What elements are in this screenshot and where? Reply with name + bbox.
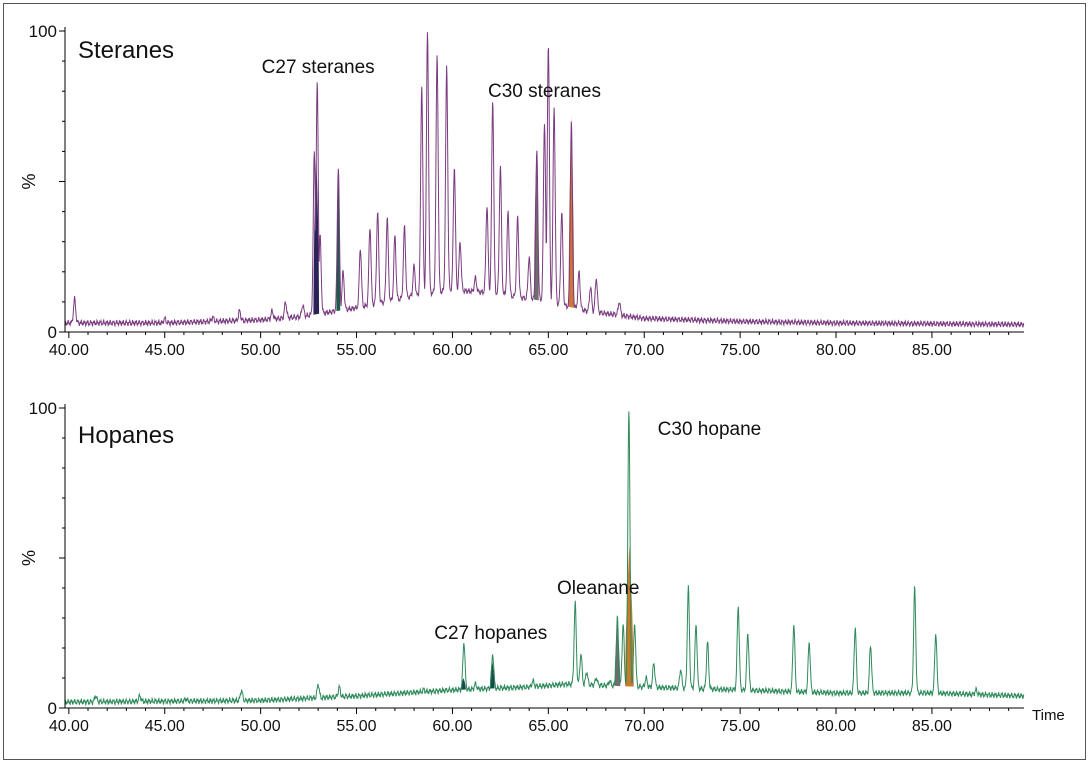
hopanes-annotation-2: C30 hopane (658, 419, 762, 440)
highlight-area-steranes-0 (313, 151, 320, 315)
hopanes-trace-line (64, 411, 1025, 707)
hopanes-x-tick-label: 65.00 (528, 718, 568, 735)
hopanes-x-tick-label: 80.00 (816, 718, 856, 735)
hopanes-y-tick-label-100: 100 (29, 399, 57, 418)
hopanes-x-tick-label: 75.00 (720, 718, 760, 735)
highlight-area-hopanes-0 (461, 678, 466, 690)
steranes-panel-title: Steranes (78, 37, 174, 64)
hopanes-panel-title: Hopanes (78, 422, 174, 449)
hopanes-x-tick-label: 85.00 (912, 718, 952, 735)
steranes-annotation-1: C30 steranes (488, 81, 601, 102)
steranes-trace-line (64, 32, 1025, 329)
steranes-y-tick-label-100: 100 (29, 22, 57, 41)
steranes-x-tick-label: 80.00 (816, 342, 856, 359)
hopanes-x-tick-label: 70.00 (624, 718, 664, 735)
hopanes-annotation-0: C27 hopanes (434, 623, 547, 644)
hopanes-x-axis-label: Time (1032, 707, 1065, 724)
highlight-area-steranes-1 (336, 166, 341, 312)
steranes-y-axis-label: % (19, 173, 39, 189)
hopanes-y-tick-label-0: 0 (48, 699, 57, 718)
steranes-x-tick-label: 40.00 (49, 342, 89, 359)
hopanes-x-tick-label: 60.00 (432, 718, 472, 735)
hopanes-x-tick-label: 45.00 (145, 718, 185, 735)
hopanes-annotation-1: Oleanane (557, 578, 639, 599)
hopanes-x-tick-label: 40.00 (49, 718, 89, 735)
steranes-x-tick-label: 75.00 (720, 342, 760, 359)
steranes-x-tick-label: 60.00 (432, 342, 472, 359)
hopanes-y-axis-label: % (19, 550, 39, 566)
hopanes-x-tick-label: 55.00 (337, 718, 377, 735)
steranes-x-tick-label: 45.00 (145, 342, 185, 359)
steranes-x-tick-label: 65.00 (528, 342, 568, 359)
steranes-annotation-0: C27 steranes (262, 57, 375, 78)
steranes-x-tick-label: 85.00 (912, 342, 952, 359)
steranes-x-tick-label: 50.00 (241, 342, 281, 359)
steranes-x-tick-label: 55.00 (337, 342, 377, 359)
steranes-y-tick-label-0: 0 (48, 323, 57, 342)
hopanes-x-tick-label: 50.00 (241, 718, 281, 735)
steranes-x-tick-label: 70.00 (624, 342, 664, 359)
